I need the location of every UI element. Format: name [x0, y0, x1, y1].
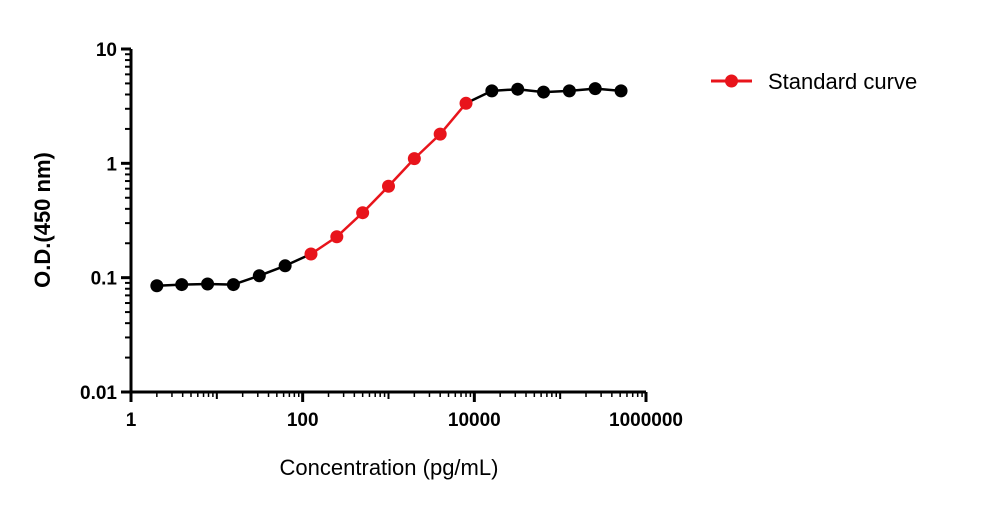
axis-ticks	[121, 47, 648, 402]
data-point	[150, 279, 164, 293]
y-axis-title: O.D.(450 nm)	[30, 152, 55, 288]
data-point	[304, 247, 318, 261]
data-point	[356, 206, 370, 220]
data-point	[252, 269, 266, 283]
legend-marker	[725, 74, 738, 88]
data-point	[433, 127, 447, 141]
data-point	[382, 179, 395, 193]
data-point	[562, 84, 576, 98]
data-point	[175, 278, 189, 292]
series-points	[150, 82, 628, 293]
data-point	[537, 85, 551, 99]
data-point	[588, 82, 602, 96]
y-tick-label: 0.01	[80, 383, 117, 404]
y-tick-label: 0.1	[91, 269, 118, 290]
data-point	[278, 259, 292, 273]
y-tick-label: 1	[106, 154, 117, 175]
x-tick-label: 10000	[448, 410, 501, 431]
data-point	[485, 84, 499, 98]
x-tick-label: 1000000	[609, 410, 683, 431]
x-tick-labels: 1 100 10000 1000000	[126, 410, 683, 431]
data-point	[226, 278, 240, 292]
y-tick-label: 10	[96, 40, 117, 61]
x-tick-label: 100	[287, 410, 319, 431]
data-point	[459, 96, 473, 110]
data-point	[201, 277, 215, 291]
legend-label: Standard curve	[768, 69, 917, 94]
series-segment	[439, 102, 467, 135]
x-tick-label: 1	[126, 410, 137, 431]
data-point	[511, 82, 525, 96]
data-point	[614, 84, 628, 98]
y-tick-labels: 0.01 0.1 1 10	[80, 40, 117, 404]
x-axis-title: Concentration (pg/mL)	[280, 455, 499, 480]
legend: Standard curve	[711, 69, 917, 94]
data-point	[407, 152, 421, 166]
data-point	[330, 230, 344, 244]
